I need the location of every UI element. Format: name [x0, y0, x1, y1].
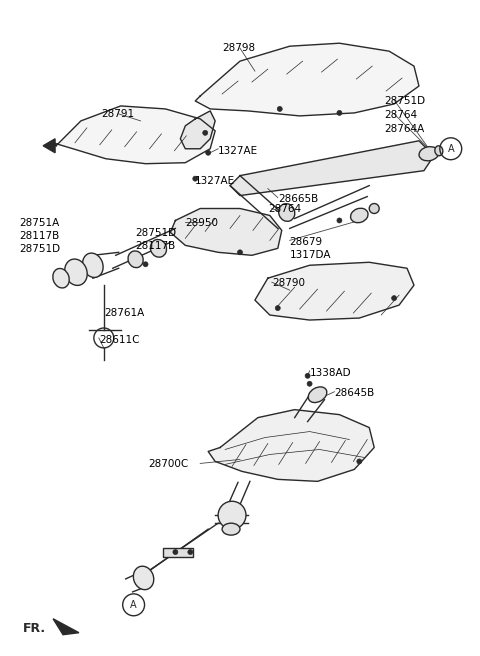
Circle shape — [357, 459, 362, 464]
Text: 28611C: 28611C — [99, 335, 139, 345]
Polygon shape — [53, 106, 215, 164]
Circle shape — [173, 550, 178, 554]
Ellipse shape — [83, 253, 103, 277]
Text: 28645B: 28645B — [335, 388, 375, 398]
FancyBboxPatch shape — [164, 548, 193, 557]
Ellipse shape — [435, 146, 443, 155]
Text: 28751D: 28751D — [136, 228, 177, 238]
Text: 28117B: 28117B — [136, 241, 176, 251]
Text: 28751D: 28751D — [384, 96, 425, 106]
Ellipse shape — [133, 566, 154, 590]
Text: 28751A: 28751A — [19, 218, 60, 228]
Text: 28679: 28679 — [290, 237, 323, 247]
Circle shape — [277, 106, 282, 112]
Circle shape — [206, 150, 211, 155]
Text: A: A — [130, 600, 137, 610]
Text: 28950: 28950 — [185, 218, 218, 228]
Polygon shape — [43, 139, 55, 153]
Circle shape — [276, 306, 280, 310]
Text: 28764: 28764 — [384, 110, 417, 120]
Circle shape — [188, 550, 193, 554]
Text: A: A — [447, 144, 454, 154]
Text: FR.: FR. — [23, 623, 47, 635]
Text: 1338AD: 1338AD — [310, 368, 351, 378]
Polygon shape — [170, 209, 282, 255]
Ellipse shape — [128, 251, 143, 268]
Text: 28790: 28790 — [272, 278, 305, 288]
Text: 28751D: 28751D — [19, 244, 60, 255]
Ellipse shape — [65, 259, 87, 285]
Polygon shape — [195, 43, 419, 116]
Circle shape — [143, 262, 148, 267]
Text: 1317DA: 1317DA — [290, 251, 331, 260]
Text: 28700C: 28700C — [148, 459, 189, 470]
Ellipse shape — [369, 203, 379, 213]
Polygon shape — [230, 141, 434, 195]
Ellipse shape — [419, 147, 439, 161]
Text: 28764: 28764 — [268, 203, 301, 214]
Polygon shape — [208, 409, 374, 482]
Circle shape — [337, 110, 342, 115]
Polygon shape — [255, 262, 414, 320]
Circle shape — [307, 381, 312, 386]
Ellipse shape — [222, 523, 240, 535]
Text: 28665B: 28665B — [278, 194, 318, 203]
Polygon shape — [180, 111, 215, 149]
Ellipse shape — [279, 203, 295, 221]
Circle shape — [203, 131, 208, 135]
Circle shape — [193, 176, 198, 181]
Text: 28117B: 28117B — [19, 232, 60, 241]
Text: 1327AE: 1327AE — [218, 146, 258, 155]
Polygon shape — [53, 619, 79, 635]
Text: 28764A: 28764A — [384, 124, 424, 134]
Circle shape — [238, 250, 242, 255]
Text: 1327AE: 1327AE — [195, 176, 235, 186]
Text: 28798: 28798 — [222, 43, 255, 53]
Circle shape — [305, 373, 310, 379]
Ellipse shape — [53, 268, 69, 288]
Text: 28761A: 28761A — [104, 308, 144, 318]
Circle shape — [218, 501, 246, 529]
Ellipse shape — [308, 387, 327, 403]
Circle shape — [337, 218, 342, 223]
Circle shape — [392, 296, 396, 300]
Ellipse shape — [350, 208, 368, 222]
Text: 28791: 28791 — [101, 109, 134, 119]
Ellipse shape — [150, 239, 167, 257]
